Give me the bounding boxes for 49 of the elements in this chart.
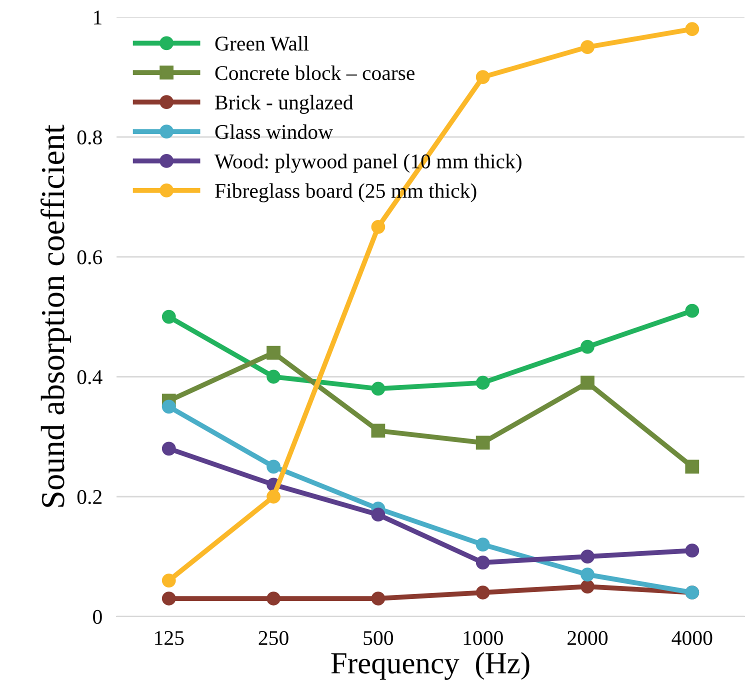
legend-label: Brick - unglazed <box>215 94 354 114</box>
point <box>476 436 490 450</box>
point <box>580 40 594 54</box>
point <box>476 586 490 600</box>
point <box>580 340 594 354</box>
point <box>685 460 700 474</box>
point <box>162 574 176 588</box>
legend-label: Green Wall <box>215 36 309 51</box>
x-tick-label: 1000 <box>464 630 503 646</box>
y-tick-label: 0.4 <box>77 370 102 384</box>
y-axis-title: Sound absorption coefficient <box>40 124 72 507</box>
point <box>685 544 700 558</box>
y-tick-label: 0.8 <box>77 130 102 145</box>
x-axis-title: Frequency (Hz) <box>331 652 530 680</box>
point <box>371 508 386 522</box>
point <box>162 592 176 606</box>
point <box>580 568 594 582</box>
point <box>685 304 700 318</box>
point <box>580 550 594 564</box>
point <box>162 310 176 324</box>
x-tick-label: 500 <box>364 630 394 646</box>
x-tick-label: 125 <box>155 631 184 646</box>
point <box>162 442 176 456</box>
y-tick-label: 0 <box>93 610 102 624</box>
point <box>476 538 490 552</box>
point <box>371 220 386 234</box>
point <box>266 370 280 384</box>
point <box>371 592 386 606</box>
point <box>371 382 386 396</box>
x-tick-label: 250 <box>258 630 288 646</box>
point <box>266 592 280 606</box>
legend-label: Glass window <box>215 124 334 140</box>
point <box>476 376 490 390</box>
y-tick-label: 0.2 <box>77 490 102 504</box>
point <box>476 70 490 84</box>
y-tick-label: 1 <box>94 10 102 24</box>
x-tick-label: 2000 <box>568 630 608 646</box>
y-tick-label: 0.6 <box>77 250 102 264</box>
point <box>580 580 594 594</box>
point <box>476 556 490 570</box>
x-tick-label: 4000 <box>672 630 712 646</box>
point <box>685 22 700 36</box>
point <box>371 424 386 438</box>
legend-label: Concrete block – coarse <box>215 65 414 80</box>
point <box>266 460 280 474</box>
point <box>580 376 594 390</box>
point <box>162 400 176 414</box>
point <box>266 346 280 360</box>
point <box>266 490 280 504</box>
